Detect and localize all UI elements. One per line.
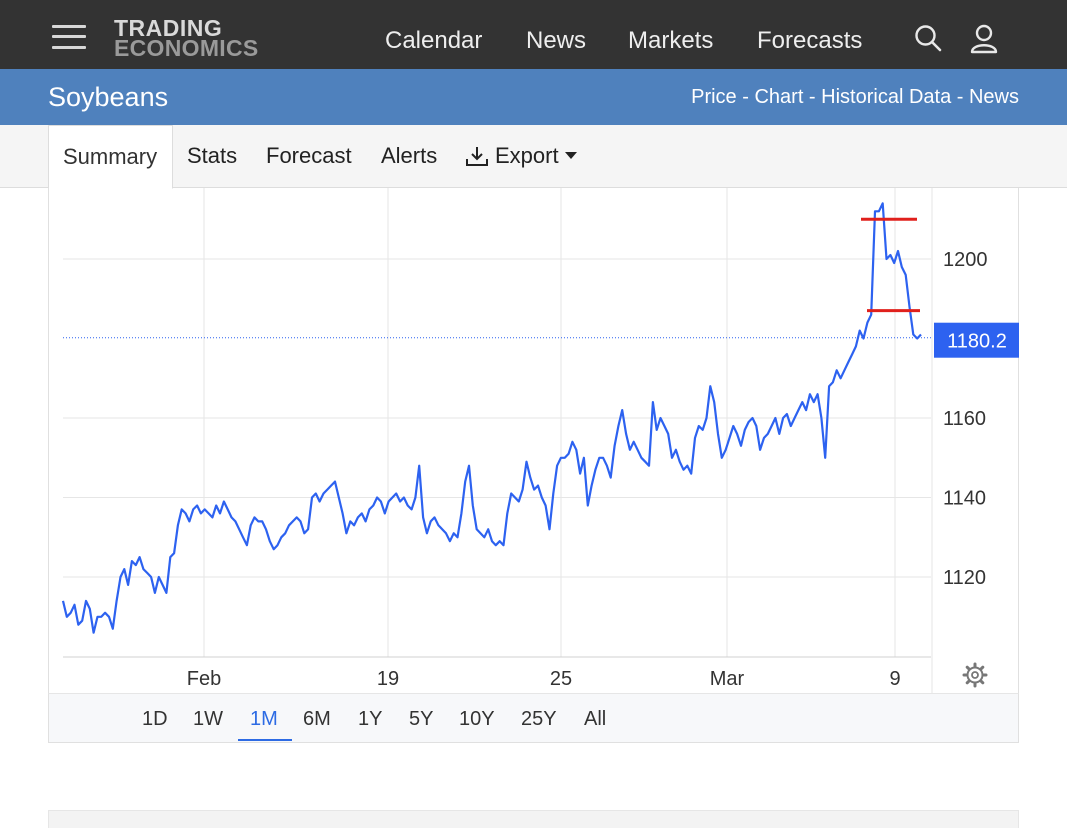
chart-grid: [63, 188, 933, 693]
x-tick-label: 25: [550, 668, 572, 690]
y-axis-labels: 1120 1140 1160 1200: [943, 249, 988, 589]
x-axis-labels: Feb 19 25 Mar 9: [187, 668, 901, 690]
price-chart-container: 1120 1140 1160 1200 Feb 19 25 Mar 9 1180.2: [48, 188, 1019, 743]
range-1w[interactable]: 1W: [193, 708, 223, 730]
last-price-badge: [934, 322, 1019, 358]
nav-forecasts[interactable]: Forecasts: [757, 27, 863, 54]
tab-stats[interactable]: Stats: [187, 143, 238, 168]
range-10y[interactable]: 10Y: [459, 708, 495, 730]
range-6m[interactable]: 6M: [303, 708, 331, 730]
link-separator: -: [951, 86, 969, 108]
range-selector: 1D 1W 1M 6M 1Y 5Y 10Y 25Y All: [48, 693, 1019, 743]
x-tick-label: Mar: [710, 668, 745, 690]
link-price[interactable]: Price: [691, 86, 737, 108]
y-tick-label: 1120: [943, 567, 986, 589]
next-section-panel: [48, 810, 1019, 828]
range-1d[interactable]: 1D: [142, 708, 168, 730]
export-label: Export: [495, 143, 559, 168]
settings-icon[interactable]: [962, 662, 988, 688]
logo-line-2: ECONOMICS: [114, 35, 259, 61]
price-series: [61, 202, 922, 634]
range-5y[interactable]: 5Y: [409, 708, 434, 730]
page-title: Soybeans: [48, 82, 169, 112]
price-chart[interactable]: 1120 1140 1160 1200 Feb 19 25 Mar 9 1180.2: [49, 188, 1020, 693]
link-news[interactable]: News: [968, 86, 1019, 108]
logo-line-1: TRADING: [114, 15, 223, 41]
y-tick-label: 1140: [943, 488, 986, 510]
price-markers: [861, 217, 920, 313]
range-25y[interactable]: 25Y: [521, 708, 557, 730]
tab-alerts[interactable]: Alerts: [381, 143, 438, 168]
trading-economics-logo[interactable]: TRADING ECONOMICS: [114, 15, 259, 61]
link-separator: -: [803, 86, 822, 108]
link-historical-data[interactable]: Historical Data: [821, 86, 952, 108]
download-icon: [466, 147, 488, 166]
active-range-underline: [238, 739, 292, 741]
menu-icon[interactable]: [52, 24, 86, 50]
nav-calendar[interactable]: Calendar: [385, 27, 483, 54]
link-separator: -: [736, 86, 755, 108]
nav-news[interactable]: News: [526, 27, 587, 54]
tab-forecast[interactable]: Forecast: [266, 143, 352, 168]
range-1m[interactable]: 1M: [250, 708, 278, 730]
y-tick-label: 1160: [943, 408, 986, 430]
last-price-label: 1180.2: [947, 331, 1007, 353]
link-chart[interactable]: Chart: [754, 86, 804, 108]
x-tick-label: 19: [377, 668, 399, 690]
last-price-group: 1180.2: [934, 322, 1019, 358]
chart-tabs: Summary Stats Forecast Alerts Export: [0, 125, 1067, 189]
y-tick-label: 1200: [943, 249, 988, 271]
user-icon[interactable]: [970, 24, 998, 59]
instrument-header: Soybeans Price - Chart - Historical Data…: [0, 69, 1067, 125]
x-tick-label: Feb: [187, 668, 221, 690]
range-all[interactable]: All: [584, 708, 607, 730]
caret-down-icon: [565, 152, 577, 159]
x-tick-label: 9: [889, 668, 900, 690]
price-line: [61, 202, 922, 634]
search-icon[interactable]: [914, 24, 942, 57]
tab-summary[interactable]: Summary: [48, 125, 173, 189]
nav-markets[interactable]: Markets: [628, 27, 714, 54]
range-1y[interactable]: 1Y: [358, 708, 383, 730]
top-navbar: TRADING ECONOMICS Calendar News Markets …: [0, 0, 1067, 69]
header-links: Price - Chart - Historical Data - News: [691, 86, 1019, 109]
